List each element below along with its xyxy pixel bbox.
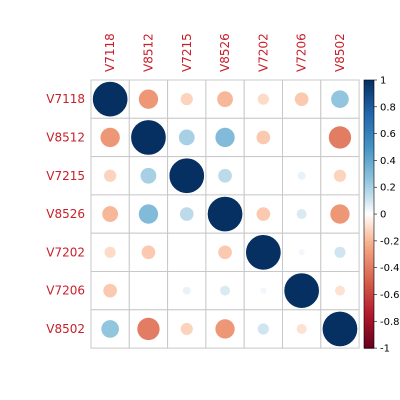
correlation-circle — [322, 311, 357, 346]
row-label: V8526 — [46, 207, 85, 221]
correlation-circle — [169, 158, 204, 193]
correlation-circle — [215, 128, 234, 147]
row-label: V8502 — [46, 322, 85, 336]
correlation-circle — [181, 323, 193, 335]
correlation-circle — [131, 120, 166, 155]
correlation-circle — [297, 209, 307, 219]
correlation-circle — [334, 170, 346, 182]
correlation-circle — [141, 168, 157, 184]
correlation-circle — [218, 246, 232, 260]
correlation-circle — [104, 170, 116, 182]
correlation-circle — [299, 249, 305, 255]
column-label: V7202 — [256, 33, 270, 72]
correlation-circle — [329, 126, 351, 148]
grid-cell — [168, 233, 206, 271]
correlation-circle — [334, 247, 345, 258]
colorbar-tick-label: 1 — [380, 76, 386, 87]
correlation-circle — [330, 204, 349, 223]
correlation-circle — [93, 82, 128, 117]
correlation-circle — [260, 288, 266, 294]
row-label: V7118 — [46, 92, 85, 106]
grid-cell — [244, 157, 282, 195]
correlation-circle — [218, 169, 232, 183]
correlation-circle — [220, 286, 230, 296]
colorbar-tick-label: -0.6 — [380, 290, 400, 301]
correlation-circle — [103, 284, 117, 298]
column-label: V8526 — [218, 33, 232, 72]
correlation-circle — [100, 128, 119, 147]
correlation-circle — [297, 324, 307, 334]
correlation-circle — [102, 206, 118, 222]
column-labels: V7118 V8512 V7215 V8526 V7202 V7206 V8502 — [103, 33, 347, 72]
column-label: V7215 — [180, 33, 194, 72]
correlation-circle — [246, 235, 281, 270]
correlation-circle — [139, 204, 158, 223]
row-labels: V7118 V8512 V7215 V8526 V7202 V7206 V8502 — [46, 92, 85, 336]
correlation-circle — [101, 320, 119, 338]
correlation-circle — [258, 94, 269, 105]
correlation-circle — [257, 131, 271, 145]
column-label: V7118 — [103, 33, 117, 72]
colorbar-tick-label: 0.6 — [380, 129, 396, 140]
correlation-circle — [295, 92, 309, 106]
column-label: V7206 — [295, 33, 309, 72]
correlation-circle — [180, 207, 194, 221]
correlation-circle — [105, 247, 116, 258]
colorbar-tick-label: 0.4 — [380, 156, 396, 167]
correlation-circle — [298, 172, 306, 180]
colorbar-tick-label: 0 — [380, 210, 386, 221]
correlation-circle — [179, 130, 195, 146]
correlation-circle — [137, 318, 159, 340]
colorbar-tick-label: 0.8 — [380, 102, 396, 113]
row-label: V7202 — [46, 245, 85, 259]
row-label: V7215 — [46, 169, 85, 183]
colorbar-tick-label: -1 — [380, 344, 390, 355]
colorbar-tick-label: -0.2 — [380, 236, 400, 247]
column-label: V8502 — [333, 33, 347, 72]
correlation-circle — [139, 89, 158, 108]
correlation-circle — [215, 319, 234, 338]
correlation-circle — [142, 246, 156, 260]
correlation-circle — [207, 196, 242, 231]
row-label: V7206 — [46, 284, 85, 298]
correlation-circle — [257, 207, 271, 221]
colorbar-tick-label: -0.4 — [380, 263, 400, 274]
correlation-circle — [335, 286, 345, 296]
correlation-circle — [217, 91, 233, 107]
row-label: V8512 — [46, 130, 85, 144]
colorbar: 1 0.8 0.6 0.4 0.2 0 -0.2 -0.4 -0.6 -0.8 -1 — [364, 76, 400, 355]
correlation-circle — [181, 93, 193, 105]
correlation-circle — [258, 323, 269, 334]
correlation-circle — [331, 90, 349, 108]
colorbar-tick-label: 0.2 — [380, 183, 396, 194]
correlation-circle — [284, 273, 319, 308]
column-label: V8512 — [141, 33, 155, 72]
colorbar-tick-label: -0.8 — [380, 317, 400, 328]
grid-cell — [129, 272, 167, 310]
grid-cell — [283, 118, 321, 156]
correlation-circle — [183, 287, 191, 295]
